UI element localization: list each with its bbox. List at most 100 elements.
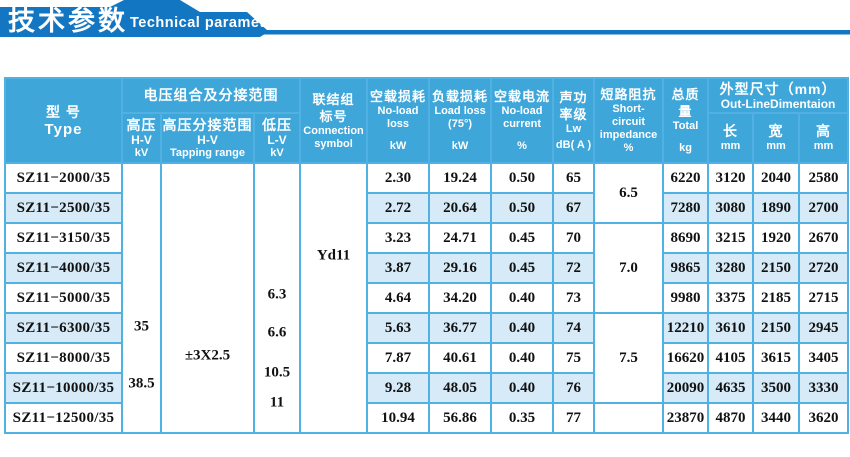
page-title-chinese: 技术参数 [8,6,128,36]
cell-no-load-current: 0.40 [490,372,555,404]
cell-load-loss: 36.77 [428,312,493,344]
cell-width: 1890 [752,192,801,224]
cell-no-load-loss: 3.23 [366,222,431,254]
header-total-en: Total [672,120,699,132]
header-voltage-group-cn: 电压组合及分接范围 [143,87,279,103]
cell-total-weight: 9865 [662,252,710,284]
merged-connection-symbol-column: Yd11 [299,162,369,434]
cell-no-load-loss: 5.63 [366,312,431,344]
cell-model: SZ11−8000/35 [4,342,123,374]
cell-width: 3440 [752,402,801,434]
cell-impedance-group [593,402,665,434]
cell-total-weight: 12210 [662,312,710,344]
header-load-loss-en: Load loss (75°) [434,105,486,130]
header-no-load-current-unit: % [517,140,527,152]
cell-width: 3615 [752,342,801,374]
lv-value: 10.5 [263,364,291,381]
header-tap-unit: Tapping range [170,146,245,159]
header-tapping-range: 高压分接范围 H-V Tapping range [160,112,255,164]
cell-height: 2945 [798,312,850,344]
header-no-load-current-en: No-load current [501,105,543,130]
header-width-unit: mm [766,140,786,152]
header-connection-symbol: 联结组 标号 Connection symbol [299,77,369,164]
cell-no-load-current: 0.40 [490,282,555,314]
cell-no-load-current: 0.35 [490,402,555,434]
header-sound-power-level: 声功 率级 Lw dB( A ) [552,77,596,164]
cell-sound-power: 65 [552,162,596,194]
merged-low-voltage-column: 6.3 6.6 10.5 11 [252,162,302,434]
header-impedance-cn: 短路阻抗 [600,87,657,102]
header-load-loss-unit: kW [451,140,469,152]
cell-height: 2700 [798,192,850,224]
cell-sound-power: 75 [552,342,596,374]
header-total-unit: kg [679,142,692,154]
header-lw-en: Lw [565,123,582,135]
header-outline-dimensions: 外型尺寸（mm） Out-LineDimentaion [707,77,850,114]
cell-length: 4635 [707,372,755,404]
header-lw-unit: dB( A ) [555,139,592,151]
cell-total-weight: 9980 [662,282,710,314]
merged-high-voltage-column: 35 38.5 [121,162,162,434]
cell-height: 2715 [798,282,850,314]
cell-load-loss: 24.71 [428,222,493,254]
cell-model: SZ11−12500/35 [4,402,123,434]
cell-sound-power: 76 [552,372,596,404]
cell-sound-power: 70 [552,222,596,254]
cell-load-loss: 40.61 [428,342,493,374]
cell-height: 2720 [798,252,850,284]
cell-impedance-group: 7.5 [593,312,665,404]
header-length: 长 mm [707,112,755,164]
header-lv-unit: kV [270,146,284,159]
connection-symbol-value: Yd11 [316,247,351,264]
cell-load-loss: 29.16 [428,252,493,284]
table-row: SZ11−6300/35 5.63 36.77 0.40 74 7.5 1221… [4,312,850,404]
header-load-loss: 负载损耗 Load loss (75°) kW [428,77,493,164]
header-height: 高 mm [798,112,850,164]
merged-tapping-range-column: ±3X2.5 [160,162,255,434]
header-type-en: Type [44,120,83,138]
cell-no-load-current: 0.45 [490,252,555,284]
cell-load-loss: 48.05 [428,372,493,404]
header-no-load-current-cn: 空载电流 [494,89,551,104]
header-dims-cn: 外型尺寸（mm） [719,80,837,97]
lv-value: 6.3 [267,286,287,303]
cell-length: 4105 [707,342,755,374]
header-height-unit: mm [813,140,834,152]
cell-no-load-loss: 3.87 [366,252,431,284]
header-low-voltage: 低压 L-V kV [252,112,302,164]
cell-no-load-loss: 9.28 [366,372,431,404]
cell-length: 3375 [707,282,755,314]
table-row: SZ11−2500/35 2.72 20.64 0.50 67 7280 308… [4,192,850,224]
table-row: SZ11−8000/35 7.87 40.61 0.40 75 16620 41… [4,342,850,374]
cell-model: SZ11−10000/35 [4,372,123,404]
cell-no-load-loss: 2.30 [366,162,431,194]
cell-width: 3500 [752,372,801,404]
cell-sound-power: 67 [552,192,596,224]
header-width-cn: 宽 [768,123,784,139]
technical-parameter-table: 型 号 Type 电压组合及分接范围 联结组 标号 Connection sym… [4,77,850,434]
cell-width: 2150 [752,312,801,344]
header-hv-en: H-V [131,132,152,147]
cell-load-loss: 34.20 [428,282,493,314]
cell-total-weight: 20090 [662,372,710,404]
cell-model: SZ11−6300/35 [4,312,123,344]
header-length-unit: mm [720,140,741,152]
cell-total-weight: 23870 [662,402,710,434]
header-no-load-loss-unit: kW [389,140,407,152]
cell-sound-power: 72 [552,252,596,284]
header-connection-cn: 联结组 标号 [312,91,355,124]
cell-height: 2670 [798,222,850,254]
header-hv-unit: kV [134,146,149,159]
cell-length: 3080 [707,192,755,224]
cell-height: 3620 [798,402,850,434]
hv-value: 38.5 [128,375,155,392]
cell-no-load-current: 0.45 [490,222,555,254]
header-length-cn: 长 [723,123,739,139]
cell-impedance-group: 6.5 [593,162,665,224]
cell-width: 2185 [752,282,801,314]
cell-length: 4870 [707,402,755,434]
header-no-load-loss-en: No-load loss [377,105,419,130]
cell-height: 3330 [798,372,850,404]
header-load-loss-cn: 负载损耗 [432,89,489,104]
header-no-load-loss: 空载损耗 No-load loss kW [366,77,431,164]
